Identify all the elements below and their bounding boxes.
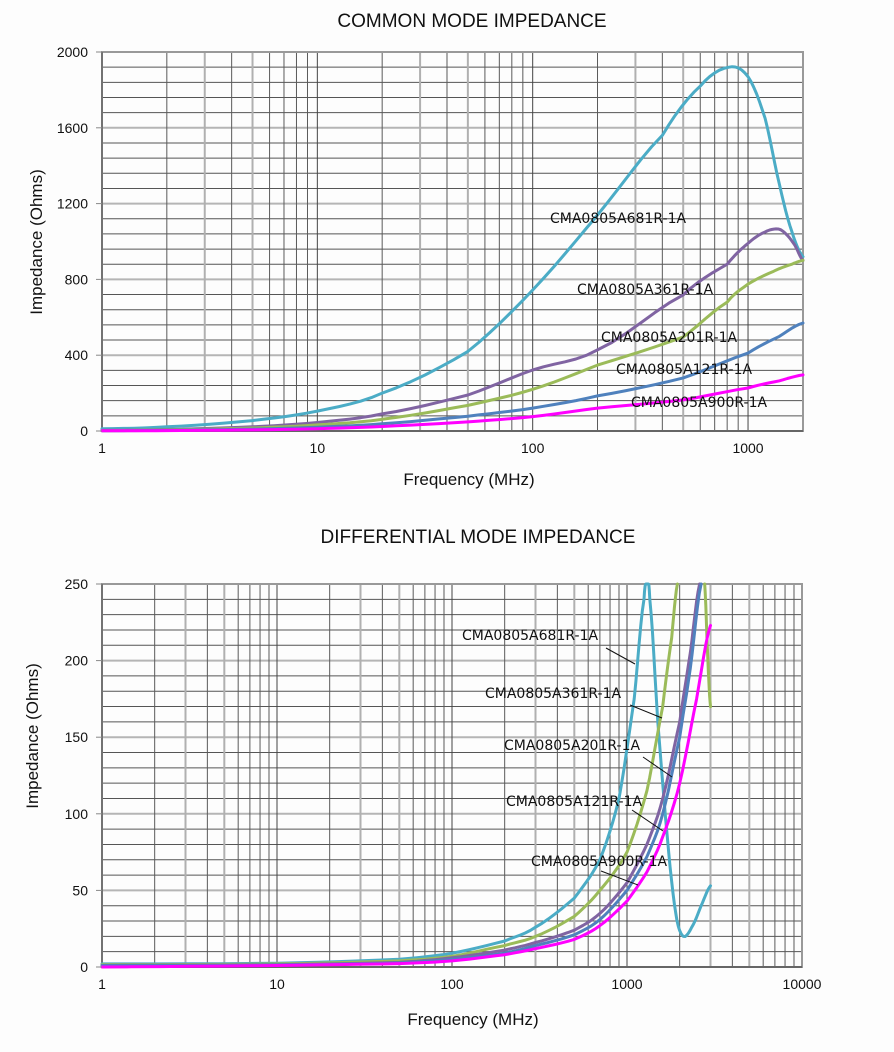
series-line-CMA0805A121R-1A [100, 582, 703, 967]
y-axis-label: Impedance (Ohms) [27, 169, 46, 315]
y-tick-label: 1600 [57, 120, 88, 136]
grid [101, 583, 803, 968]
x-tick-label: 100 [521, 440, 545, 456]
x-tick-label: 100 [440, 976, 464, 992]
annotation-leader [642, 756, 673, 778]
x-tick-label: 1000 [732, 440, 763, 456]
x-tick-label: 1 [98, 440, 106, 456]
x-tick-label: 10 [269, 976, 285, 992]
series-lines [100, 582, 712, 969]
series-line-CMA0805A361R-1A-b [703, 582, 712, 709]
y-tick-label: 250 [65, 576, 89, 592]
x-tick-labels: 1 10 100 1000 10000 [98, 976, 822, 992]
x-axis-label: Frequency (MHz) [407, 1010, 538, 1029]
y-tick-label: 800 [65, 271, 89, 287]
y-tick-label: 1200 [57, 196, 88, 212]
series-labels: CMA0805A681R-1A CMA0805A361R-1A CMA0805A… [550, 211, 767, 411]
series-lines [100, 65, 805, 433]
x-tick-label: 1000 [611, 976, 642, 992]
series-line-CMA0805A900R-1A [100, 373, 805, 433]
y-tick-label: 150 [65, 729, 89, 745]
annotation-leader [600, 870, 639, 886]
chart-title: COMMON MODE IMPEDANCE [337, 11, 606, 32]
y-axis-label: Impedance (Ohms) [23, 663, 42, 809]
series-line-CMA0805A361R-1A [100, 227, 805, 432]
common-mode-chart: COMMON MODE IMPEDANCE 1 10 100 1000 0 400 800… [27, 11, 805, 489]
x-tick-label: 10 [310, 440, 326, 456]
annotation-leader [605, 647, 636, 665]
y-tick-label: 0 [80, 959, 88, 975]
y-tick-label: 2000 [57, 44, 88, 60]
series-label: CMA0805A361R-1A [577, 282, 713, 298]
x-tick-label: 1 [98, 976, 106, 992]
x-tick-labels: 1 10 100 1000 [98, 440, 764, 456]
chart-title: DIFFERENTIAL MODE IMPEDANCE [321, 527, 636, 548]
series-line-CMA0805A681R-1A [100, 65, 805, 431]
y-tick-labels: 0 400 800 1200 1600 2000 [57, 44, 102, 439]
series-label: CMA0805A900R-1A [631, 395, 767, 411]
series-line-CMA0805A900R-1A [100, 623, 712, 969]
series-label: CMA0805A681R-1A [550, 211, 686, 227]
annotation-leader [629, 704, 663, 719]
x-tick-label: 10000 [783, 976, 822, 992]
annotation-label: CMA0805A681R-1A [462, 628, 598, 644]
series-line-CMA0805A681R-1A [100, 582, 712, 966]
y-tick-label: 50 [72, 882, 88, 898]
x-axis-label: Frequency (MHz) [403, 470, 534, 489]
y-tick-label: 0 [80, 423, 88, 439]
annotation-label: CMA0805A900R-1A [531, 854, 667, 870]
differential-mode-chart: DIFFERENTIAL MODE IMPEDANCE 1 10 100 1000 10… [23, 527, 822, 1029]
annotation-label: CMA0805A121R-1A [506, 794, 642, 810]
series-label: CMA0805A121R-1A [616, 362, 752, 378]
annotation-label: CMA0805A201R-1A [504, 738, 640, 754]
annotation-leader [631, 809, 664, 832]
y-tick-labels: 0 50 100 150 200 250 [65, 576, 102, 975]
grid [101, 51, 804, 432]
annotation-label: CMA0805A361R-1A [485, 686, 621, 702]
series-annotations: CMA0805A681R-1A CMA0805A361R-1A CMA0805A… [462, 628, 673, 886]
y-tick-label: 400 [65, 347, 89, 363]
y-tick-label: 200 [65, 653, 89, 669]
series-label: CMA0805A201R-1A [601, 330, 737, 346]
y-tick-label: 100 [65, 806, 89, 822]
